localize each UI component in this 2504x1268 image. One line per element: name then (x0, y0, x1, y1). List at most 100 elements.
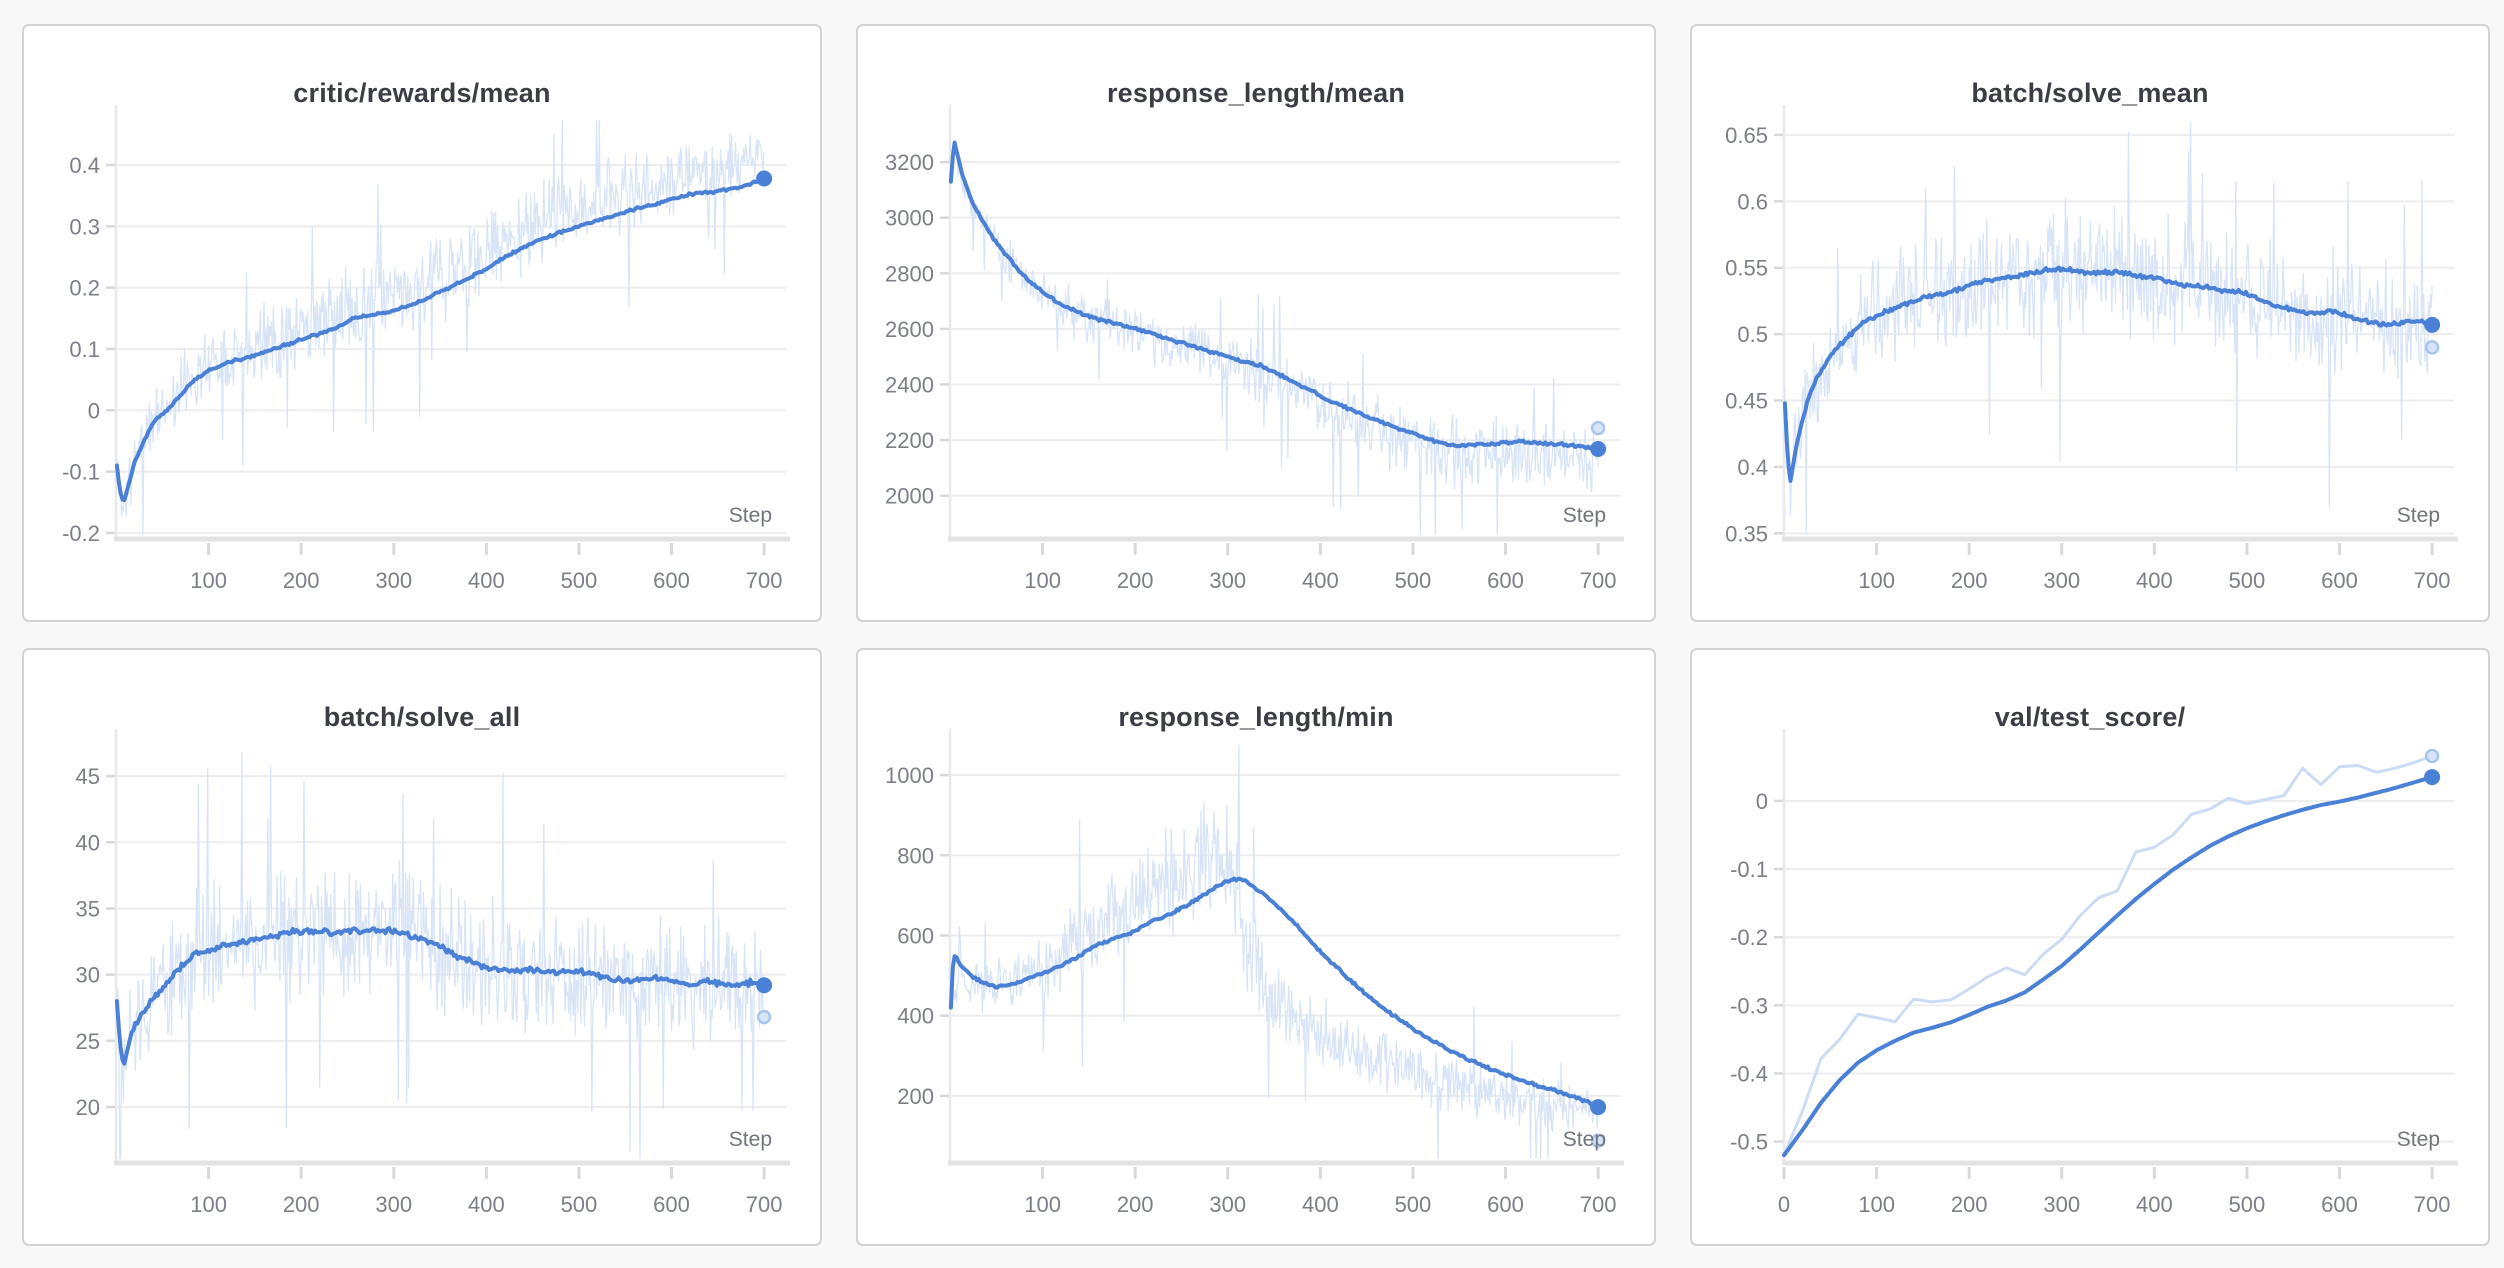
y-tick-label: 2200 (885, 428, 934, 453)
y-tick-label: 2800 (885, 261, 934, 286)
chart-canvas: 0.4 0.3 0.2 0.1 0 -0.1 -0.2 100 200 300 400 500 600 7… (62, 105, 790, 593)
x-tick-label: 700 (2414, 1192, 2451, 1217)
y-tick-label: 200 (897, 1084, 934, 1109)
y-tick-label: 0 (1756, 789, 1768, 814)
x-tick-label: 100 (1024, 568, 1061, 593)
raw-end-dot (2424, 340, 2440, 355)
chart-panel[interactable]: val/test_score/ 0 -0.1 -0.2 -0.3 -0.4 -0.5 0 10… (1690, 648, 2490, 1246)
step-axis-label: Step (729, 1128, 772, 1151)
y-tick-label: -0.2 (62, 521, 100, 546)
x-tick-label: 100 (1858, 568, 1895, 593)
x-tick-label: 300 (375, 1192, 412, 1217)
x-tick-label: 700 (2414, 568, 2451, 593)
chart-panel[interactable]: critic/rewards/mean 0.4 0.3 0.2 0.1 0 -0.1 -0.… (22, 24, 822, 622)
y-tick-label: 0.45 (1725, 389, 1768, 414)
x-tick-label: 500 (1395, 568, 1432, 593)
y-tick-label: -0.1 (1730, 857, 1768, 882)
x-tick-label: 600 (653, 568, 690, 593)
y-tick-label: 20 (76, 1095, 100, 1120)
x-tick-label: 300 (1209, 568, 1246, 593)
x-tick-label: 500 (561, 1192, 598, 1217)
raw-end-dot (756, 1009, 772, 1025)
smoothed-end-dot (756, 977, 773, 994)
smoothed-end-dot (1590, 440, 1607, 457)
raw-end-dot (1590, 420, 1606, 436)
y-tick-label: 35 (76, 896, 100, 921)
y-tick-label: 0.65 (1725, 123, 1768, 148)
chart-canvas: 1000 800 600 400 200 100 200 300 400 500 600 700 Ste… (885, 729, 1624, 1217)
x-tick-label: 700 (1580, 568, 1617, 593)
step-axis-label: Step (1563, 1128, 1606, 1151)
x-tick-label: 600 (2321, 1192, 2358, 1217)
y-tick-label: 400 (897, 1004, 934, 1029)
chart-canvas: 3200 3000 2800 2600 2400 2200 2000 100 200 300 400… (885, 105, 1624, 593)
x-tick-label: 300 (2043, 568, 2080, 593)
y-tick-label: 0.1 (69, 337, 100, 362)
x-tick-label: 700 (746, 1192, 783, 1217)
x-tick-label: 200 (283, 568, 320, 593)
x-tick-label: 600 (653, 1192, 690, 1217)
chart-title: val/test_score/ (1994, 702, 2186, 732)
y-tick-label: 25 (76, 1029, 100, 1054)
y-tick-label: -0.3 (1730, 993, 1768, 1018)
chart-title: batch/solve_all (323, 702, 521, 732)
step-axis-label: Step (2397, 504, 2440, 527)
y-tick-label: 0.2 (69, 276, 100, 301)
x-tick-label: 600 (2321, 568, 2358, 593)
x-tick-label: 500 (2229, 1192, 2266, 1217)
y-tick-label: 0.4 (69, 153, 100, 178)
x-tick-label: 100 (1024, 1192, 1061, 1217)
x-tick-label: 500 (2229, 568, 2266, 593)
chart-panel[interactable]: batch/solve_mean 0.65 0.6 0.55 0.5 0.45 0.4 0.… (1690, 24, 2490, 622)
x-tick-label: 500 (1395, 1192, 1432, 1217)
y-tick-label: 2600 (885, 317, 934, 342)
x-tick-label: 400 (468, 568, 505, 593)
y-tick-label: 1000 (885, 763, 934, 788)
y-tick-label: 0.6 (1737, 189, 1768, 214)
y-tick-label: 40 (76, 830, 100, 855)
x-tick-label: 300 (2043, 1192, 2080, 1217)
chart-panel[interactable]: response_length/mean 3200 3000 2800 2600 240… (856, 24, 1656, 622)
x-tick-label: 400 (1302, 1192, 1339, 1217)
x-tick-label: 100 (190, 1192, 227, 1217)
chart-title: response_length/min (1118, 702, 1394, 732)
x-tick-label: 600 (1487, 568, 1524, 593)
smoothed-end-dot (2424, 316, 2441, 333)
x-tick-label: 700 (746, 568, 783, 593)
chart-title: response_length/mean (1106, 78, 1406, 108)
y-tick-label: 0.35 (1725, 521, 1768, 546)
y-tick-label: -0.5 (1730, 1130, 1768, 1155)
x-tick-label: 200 (1951, 568, 1988, 593)
x-tick-label: 200 (1117, 568, 1154, 593)
y-tick-label: 0.55 (1725, 256, 1768, 281)
raw-end-dot (2424, 748, 2440, 764)
y-tick-label: -0.2 (1730, 925, 1768, 950)
y-tick-label: 600 (897, 923, 934, 948)
y-tick-label: 30 (76, 963, 100, 988)
y-tick-label: 0.5 (1737, 322, 1768, 347)
step-axis-label: Step (2397, 1128, 2440, 1151)
x-tick-label: 700 (1580, 1192, 1617, 1217)
chart-panel[interactable]: batch/solve_all 45 40 35 30 25 20 100 200 300 400… (22, 648, 822, 1246)
y-tick-label: 0.4 (1737, 455, 1768, 480)
chart-panel[interactable]: response_length/min 1000 800 600 400 200 100 2… (856, 648, 1656, 1246)
chart-canvas: 0 -0.1 -0.2 -0.3 -0.4 -0.5 0 100 200 300 400 500 600… (1730, 729, 2458, 1217)
x-tick-label: 200 (1951, 1192, 1988, 1217)
y-tick-label: 0 (88, 398, 100, 423)
raw-end-dot (1590, 1133, 1606, 1149)
x-tick-label: 400 (2136, 1192, 2173, 1217)
x-tick-label: 100 (1858, 1192, 1895, 1217)
chart-title: batch/solve_mean (1971, 78, 2209, 108)
y-tick-label: 3000 (885, 206, 934, 231)
x-tick-label: 400 (2136, 568, 2173, 593)
y-tick-label: 0.3 (69, 214, 100, 239)
y-tick-label: 45 (76, 764, 100, 789)
x-tick-label: 300 (1209, 1192, 1246, 1217)
step-axis-label: Step (729, 504, 772, 527)
y-tick-label: 2400 (885, 372, 934, 397)
y-tick-label: 3200 (885, 150, 934, 175)
y-tick-label: 2000 (885, 484, 934, 509)
x-tick-label: 200 (1117, 1192, 1154, 1217)
smoothed-end-dot (2424, 769, 2441, 786)
x-tick-label: 300 (375, 568, 412, 593)
